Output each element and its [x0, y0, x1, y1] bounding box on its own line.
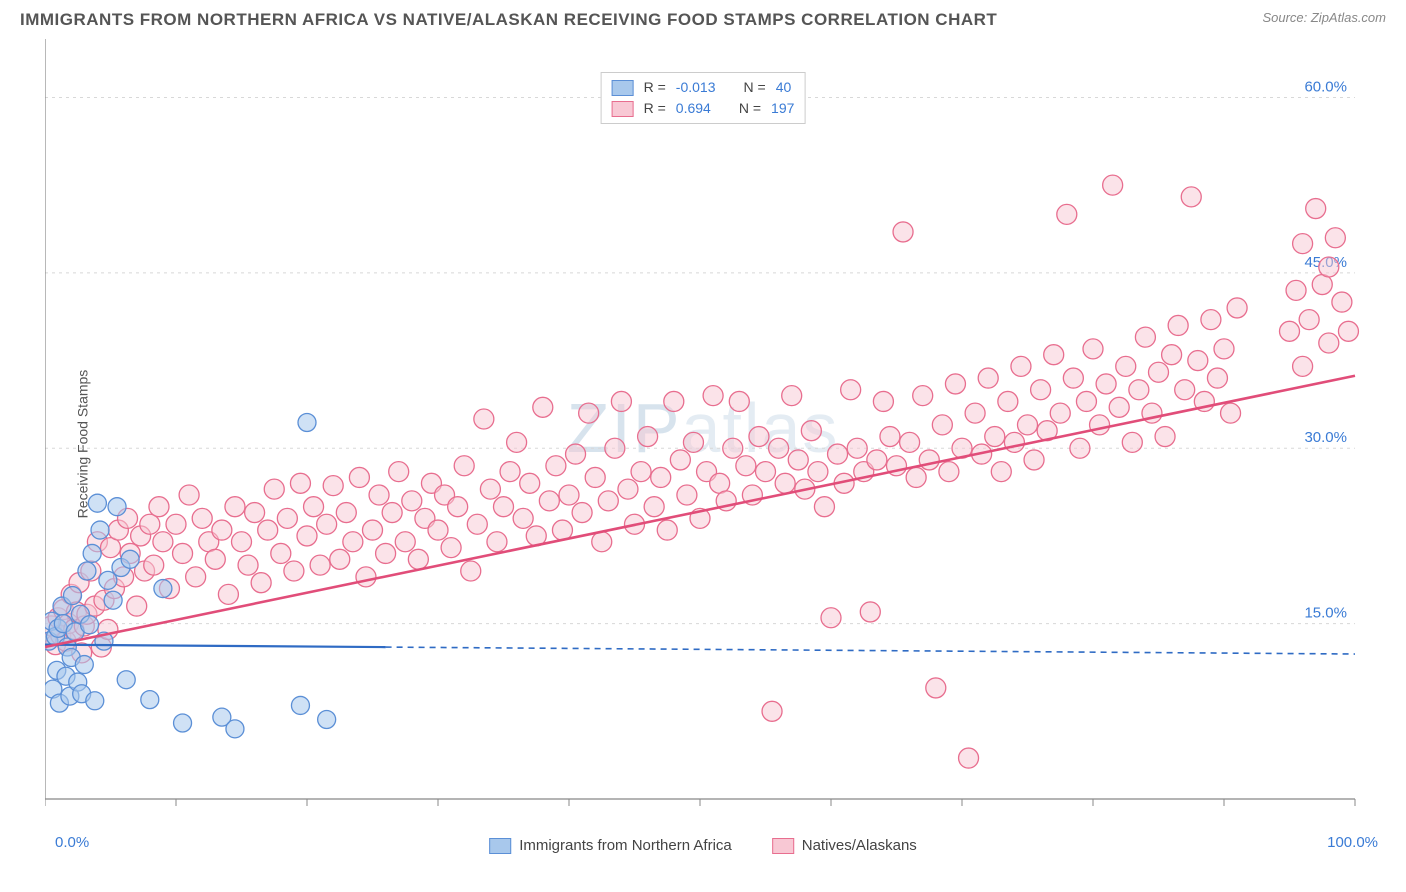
legend-r-value: 0.694	[676, 98, 711, 119]
source-link[interactable]: ZipAtlas.com	[1311, 10, 1386, 25]
legend-series: Immigrants from Northern Africa Natives/…	[489, 837, 917, 854]
legend-n-label: N =	[739, 98, 761, 119]
x-axis-max-label: 100.0%	[1327, 834, 1378, 851]
chart-title: IMMIGRANTS FROM NORTHERN AFRICA VS NATIV…	[20, 10, 997, 30]
legend-swatch-pink	[612, 101, 634, 117]
legend-n-label: N =	[744, 77, 766, 98]
legend-row-pink: R = 0.694 N = 197	[612, 98, 795, 119]
legend-correlation-box: R = -0.013 N = 40 R = 0.694 N = 197	[601, 72, 806, 124]
legend-item-blue: Immigrants from Northern Africa	[489, 837, 732, 854]
legend-swatch-blue	[489, 838, 511, 854]
svg-text:60.0%: 60.0%	[1304, 78, 1347, 95]
x-axis-min-label: 0.0%	[55, 834, 89, 851]
source-prefix: Source:	[1262, 10, 1310, 25]
scatter-chart: 15.0%30.0%45.0%60.0%	[45, 34, 1395, 824]
legend-r-label: R =	[644, 98, 666, 119]
svg-text:15.0%: 15.0%	[1304, 605, 1347, 622]
legend-r-value: -0.013	[676, 77, 716, 98]
legend-swatch-blue	[612, 80, 634, 96]
legend-r-label: R =	[644, 77, 666, 98]
legend-item-pink: Natives/Alaskans	[772, 837, 917, 854]
legend-row-blue: R = -0.013 N = 40	[612, 77, 795, 98]
legend-label-blue: Immigrants from Northern Africa	[519, 837, 732, 854]
legend-n-value: 40	[776, 77, 792, 98]
svg-text:30.0%: 30.0%	[1304, 429, 1347, 446]
legend-n-value: 197	[771, 98, 794, 119]
chart-container: Receiving Food Stamps R = -0.013 N = 40 …	[0, 34, 1406, 854]
source-attribution: Source: ZipAtlas.com	[1262, 10, 1386, 25]
legend-label-pink: Natives/Alaskans	[802, 837, 917, 854]
legend-swatch-pink	[772, 838, 794, 854]
